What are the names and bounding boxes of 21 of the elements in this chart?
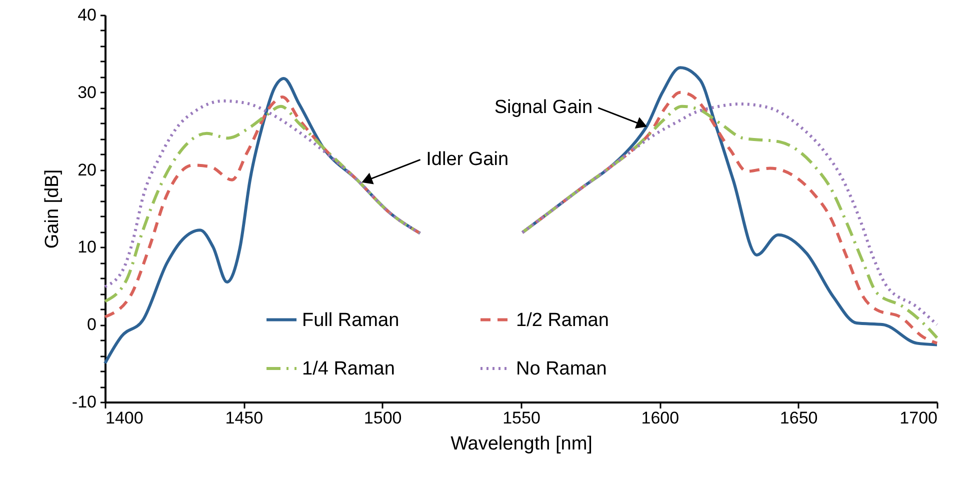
y-tick-label: 20	[78, 160, 96, 180]
legend-label: Full Raman	[302, 310, 400, 331]
y-tick-label: 40	[78, 6, 96, 24]
y-tick-label: -10	[72, 392, 96, 412]
annotation: Signal Gain	[494, 97, 593, 118]
x-tick-label: 1400	[106, 408, 144, 428]
y-tick-label: 0	[87, 315, 96, 334]
legend-label: 1/2 Raman	[516, 310, 609, 331]
x-tick-label: 1700	[900, 408, 938, 428]
y-tick-label: 30	[78, 82, 96, 102]
y-tick-label: 10	[78, 238, 96, 257]
annotation: Idler Gain	[426, 148, 509, 170]
x-tick-label: 1450	[225, 408, 264, 428]
x-tick-label: 1500	[364, 408, 402, 428]
x-tick-label: 1600	[641, 408, 680, 428]
x-tick-label: 1650	[780, 408, 818, 428]
legend-label: 1/4 Raman	[302, 358, 395, 380]
x-axis-title: Wavelength [nm]	[450, 434, 592, 454]
legend-label: No Raman	[516, 358, 607, 380]
y-axis-title: Gain [dB]	[42, 169, 63, 249]
x-tick-label: 1550	[502, 408, 540, 428]
